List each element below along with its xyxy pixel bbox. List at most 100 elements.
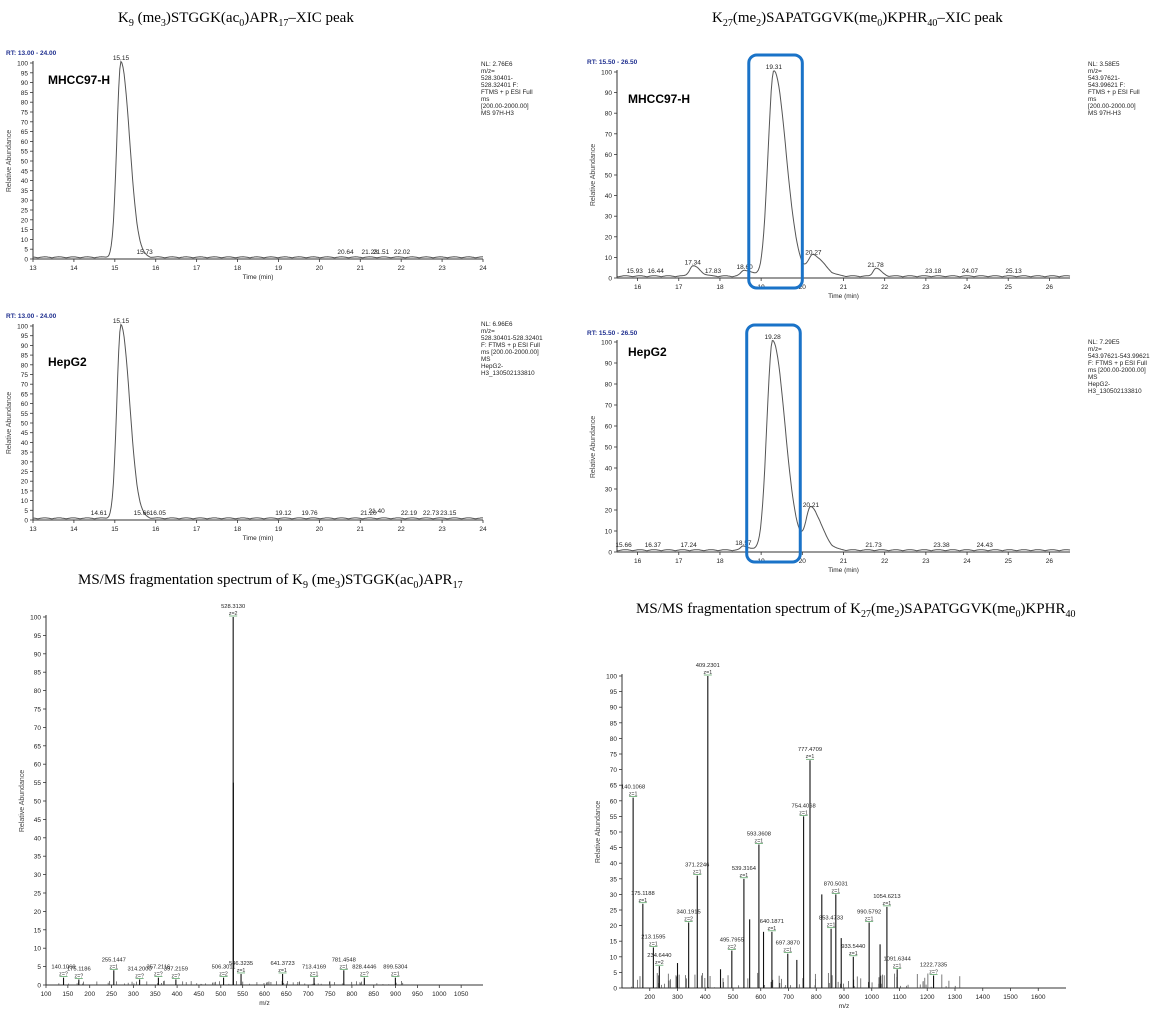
nl-info-line: m/z=	[1088, 68, 1102, 75]
y-tick-label: 40	[21, 440, 29, 447]
y-tick-label: 35	[21, 450, 29, 457]
x-tick-label: 23	[438, 526, 446, 533]
x-tick-label: 17	[675, 284, 683, 291]
x-tick-label: 16	[152, 265, 160, 272]
y-tick-label: 90	[21, 80, 29, 87]
y-axis-label: Relative Abundance	[595, 801, 602, 863]
y-tick-label: 100	[30, 615, 41, 622]
y-tick-label: 40	[21, 178, 29, 185]
peak-label: 24.07	[962, 268, 979, 275]
y-tick-label: 50	[605, 173, 613, 180]
peak-label: 15.15	[113, 318, 130, 325]
x-tick-label: 17	[675, 558, 683, 565]
rt-range-label: RT: 15.50 - 26.50	[587, 59, 638, 66]
x-tick-label: 800	[346, 991, 357, 998]
nl-info-line: MS	[481, 356, 490, 363]
y-tick-label: 15	[21, 227, 29, 234]
y-tick-label: 100	[17, 61, 28, 68]
y-tick-label: 95	[610, 689, 618, 696]
peak-mz-label: 213.1595	[641, 934, 665, 940]
peak-charge-label: z=?	[154, 972, 163, 978]
peak-charge-label: z=1	[703, 670, 712, 676]
y-tick-label: 45	[21, 168, 29, 175]
x-tick-label: 20	[799, 558, 807, 565]
x-tick-label: 22	[881, 558, 889, 565]
peak-label: 14.61	[91, 510, 108, 517]
peak-charge-label: z=1	[740, 873, 749, 879]
y-tick-label: 10	[21, 498, 29, 505]
nl-info-line: NL: 6.96E6	[481, 321, 513, 328]
peak-label: 16.44	[648, 268, 665, 275]
nl-info-line: MS 97H-H3	[1088, 110, 1121, 117]
y-tick-label: 90	[605, 361, 613, 368]
peak-charge-label: z=1	[799, 810, 808, 816]
peak-label: 16.05	[150, 510, 167, 517]
y-tick-label: 0	[24, 518, 28, 525]
peak-label: 23.38	[933, 542, 950, 549]
nl-info-line: NL: 7.29E5	[1088, 339, 1120, 346]
x-tick-label: 23	[922, 558, 930, 565]
x-tick-label: 19	[275, 526, 283, 533]
peak-mz-label: 340.1915	[677, 909, 701, 915]
peak-label: 15.15	[113, 55, 130, 62]
x-tick-label: 14	[70, 265, 78, 272]
peak-charge-label: z=?	[172, 973, 181, 979]
title-xic-k27: K27(me2)SAPATGGVK(me0)KPHR40–XIC peak	[712, 10, 1003, 29]
nl-info-line: [200.00-2000.00]	[1088, 103, 1136, 110]
x-tick-label: 20	[316, 526, 324, 533]
peak-label: 21.51	[373, 249, 390, 256]
y-tick-label: 75	[21, 110, 29, 117]
y-tick-label: 55	[21, 149, 29, 156]
nl-info-line: F: FTMS + p ESI Full	[481, 342, 540, 349]
nl-info-line: 543.97621-543.99621	[1088, 353, 1150, 360]
y-axis-label: Relative Abundance	[590, 416, 597, 478]
x-axis-label: Time (min)	[828, 567, 859, 574]
y-tick-label: 40	[605, 466, 613, 473]
y-tick-label: 0	[608, 550, 612, 557]
y-tick-label: 10	[605, 529, 613, 536]
title-msms-k27: MS/MS fragmentation spectrum of K27(me2)…	[636, 601, 1076, 620]
peak-label: 19.31	[766, 64, 783, 71]
x-tick-label: 500	[215, 991, 226, 998]
x-axis-label: m/z	[259, 1000, 269, 1007]
y-tick-label: 90	[605, 90, 613, 97]
x-tick-label: 1300	[948, 994, 963, 1001]
x-tick-label: 1400	[976, 994, 991, 1001]
y-tick-label: 60	[610, 798, 618, 805]
nl-info-line: HepG2-	[481, 363, 503, 370]
peak-label: 19.28	[765, 334, 782, 341]
peak-label: 22.73	[423, 510, 440, 517]
x-tick-label: 1100	[893, 994, 907, 1001]
nl-info-line: NL: 3.58E5	[1088, 61, 1120, 68]
peak-label: 20.21	[803, 502, 820, 509]
peak-label: 22.02	[394, 249, 411, 256]
x-tick-label: 22	[881, 284, 889, 291]
x-tick-label: 550	[237, 991, 248, 998]
x-tick-label: 300	[672, 994, 683, 1001]
y-tick-label: 0	[24, 257, 28, 264]
x-tick-label: 19	[275, 265, 283, 272]
nl-info-line: m/z=	[481, 328, 495, 335]
y-tick-label: 40	[605, 193, 613, 200]
x-tick-label: 1000	[432, 991, 447, 998]
y-tick-label: 50	[610, 830, 618, 837]
y-tick-label: 55	[34, 780, 42, 787]
y-tick-label: 80	[605, 382, 613, 389]
x-tick-label: 200	[644, 994, 655, 1001]
x-tick-label: 400	[172, 991, 183, 998]
x-tick-label: 150	[62, 991, 73, 998]
nl-info-line: ms	[1088, 96, 1096, 103]
y-tick-label: 35	[610, 876, 618, 883]
x-tick-label: 1600	[1031, 994, 1046, 1001]
sample-label: MHCC97-H	[48, 73, 110, 87]
x-tick-label: 24	[479, 526, 487, 533]
peak-mz-label: 640.1871	[760, 919, 784, 925]
x-tick-label: 20	[799, 284, 807, 291]
y-tick-label: 35	[34, 854, 42, 861]
y-tick-label: 65	[34, 743, 42, 750]
peak-mz-label: 255.1447	[102, 957, 126, 963]
peak-label: 19.76	[301, 510, 318, 517]
xic-trace	[616, 70, 1071, 278]
peak-label: 21.20	[360, 510, 377, 517]
y-tick-label: 15	[610, 939, 618, 946]
